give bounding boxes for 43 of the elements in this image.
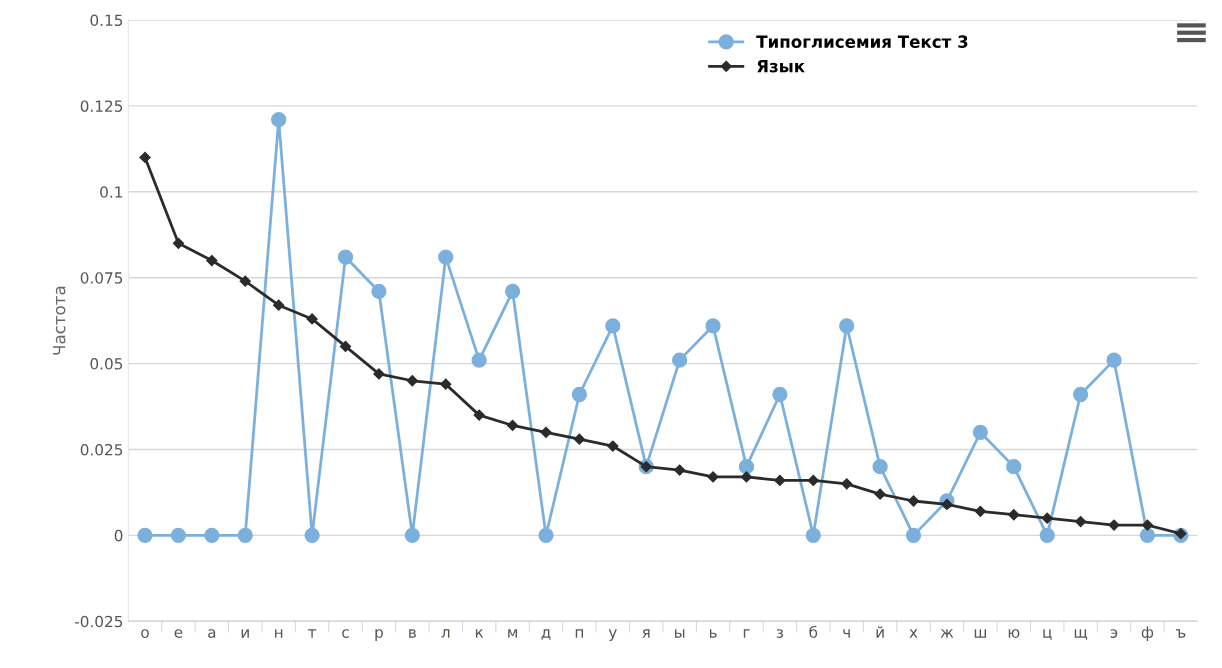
- y-tick-label: 0.025: [80, 443, 123, 456]
- y-tick-label: 0: [114, 529, 123, 542]
- y-tick-label: 0.15: [90, 14, 123, 27]
- x-tick-label: п: [575, 629, 584, 638]
- x-tick-label: и: [241, 629, 249, 638]
- x-tick-label: с: [342, 629, 349, 638]
- x-tick-label: д: [541, 629, 551, 640]
- x-tick-label: к: [475, 629, 484, 638]
- x-tick-label: й: [876, 626, 884, 638]
- x-tick-label: у: [608, 629, 617, 641]
- x-tick-label: м: [508, 629, 517, 638]
- x-tick-label: л: [441, 629, 450, 638]
- x-tick-label: ь: [709, 629, 717, 638]
- x-tick-label: ы: [675, 629, 685, 638]
- x-tick-label: р: [375, 629, 383, 641]
- x-tick-label: а: [208, 629, 216, 638]
- legend-label: Типоглисемия Текст 3: [756, 35, 968, 48]
- x-tick-label: щ: [1074, 629, 1088, 640]
- y-tick-label: 0.1: [100, 186, 123, 198]
- y-tick-label: 0.125: [80, 100, 123, 112]
- x-tick-label: ъ: [1175, 629, 1186, 638]
- x-tick-label: н: [275, 629, 283, 638]
- x-tick-label: х: [909, 629, 918, 638]
- x-tick-label: ф: [1141, 626, 1154, 641]
- x-tick-label: з: [776, 629, 784, 638]
- x-tick-label: г: [743, 629, 750, 638]
- x-tick-label: ж: [940, 629, 954, 638]
- x-tick-label: т: [308, 629, 317, 638]
- x-tick-label: е: [174, 629, 183, 638]
- x-tick-label: ш: [974, 629, 986, 638]
- y-axis-title: Частота: [53, 286, 66, 355]
- x-tick-label: ю: [1008, 629, 1020, 638]
- x-tick-label: э: [1110, 629, 1118, 638]
- y-tick-label: 0.05: [90, 358, 123, 370]
- x-tick-label: о: [141, 629, 149, 638]
- legend-label: Язык: [757, 60, 805, 73]
- x-tick-label: б: [809, 625, 818, 638]
- y-tick-label: 0.075: [80, 272, 123, 284]
- x-tick-label: ч: [843, 629, 850, 638]
- y-tick-label: -0.025: [74, 615, 123, 628]
- x-tick-label: я: [642, 629, 650, 638]
- x-tick-label: ц: [1043, 629, 1052, 640]
- x-tick-label: в: [409, 629, 416, 638]
